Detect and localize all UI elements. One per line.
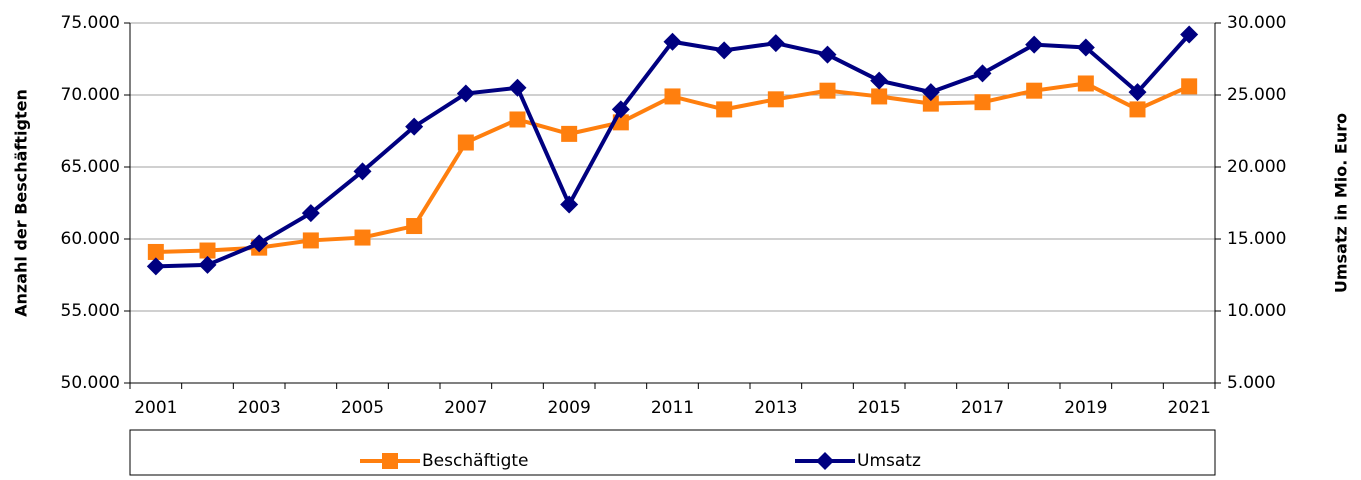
x-tick-label: 2015 bbox=[858, 398, 901, 418]
legend-marker bbox=[816, 452, 834, 470]
x-tick-label: 2011 bbox=[651, 398, 694, 418]
x-tick-label: 2019 bbox=[1064, 398, 1107, 418]
data-point bbox=[561, 125, 578, 142]
series-line bbox=[155, 33, 1191, 269]
y-tick-label: 75.000 bbox=[61, 13, 120, 33]
data-point bbox=[974, 94, 991, 111]
data-point bbox=[1025, 35, 1044, 54]
x-tick-label: 2013 bbox=[754, 398, 797, 418]
x-tick-label: 2005 bbox=[341, 398, 384, 418]
data-point bbox=[716, 101, 733, 118]
y2-tick-label: 15.000 bbox=[1227, 229, 1286, 249]
y-tick-label: 65.000 bbox=[61, 157, 120, 177]
y-tick-label: 55.000 bbox=[61, 301, 120, 321]
data-point bbox=[250, 234, 269, 253]
data-point bbox=[199, 242, 216, 259]
data-point bbox=[1026, 82, 1043, 99]
legend-marker bbox=[382, 453, 398, 469]
series-line bbox=[155, 81, 1190, 254]
x-tick-label: 2021 bbox=[1168, 398, 1211, 418]
data-point bbox=[921, 83, 940, 102]
data-point bbox=[922, 95, 939, 112]
data-point bbox=[302, 232, 319, 249]
y2-tick-label: 30.000 bbox=[1227, 13, 1286, 33]
data-point bbox=[354, 229, 371, 246]
legend-label: Umsatz bbox=[857, 451, 921, 471]
data-point bbox=[147, 243, 164, 260]
data-point bbox=[870, 71, 889, 90]
data-point bbox=[767, 91, 784, 108]
data-point bbox=[560, 195, 579, 214]
legend-label: Beschäftigte bbox=[422, 451, 529, 471]
x-tick-label: 2007 bbox=[444, 398, 487, 418]
x-tick-label: 2001 bbox=[134, 398, 177, 418]
data-point bbox=[611, 100, 630, 119]
data-point bbox=[819, 82, 836, 99]
data-point bbox=[663, 32, 682, 51]
data-point bbox=[301, 204, 320, 223]
data-point bbox=[1077, 75, 1094, 92]
data-point bbox=[508, 78, 527, 97]
data-point bbox=[664, 88, 681, 105]
data-point bbox=[1076, 38, 1095, 57]
y2-tick-label: 5.000 bbox=[1227, 373, 1276, 393]
data-point bbox=[405, 117, 424, 136]
data-point bbox=[766, 34, 785, 53]
y-tick-label: 70.000 bbox=[61, 85, 120, 105]
data-point bbox=[1128, 83, 1147, 102]
data-point bbox=[457, 134, 474, 151]
data-point bbox=[1129, 101, 1146, 118]
data-point bbox=[509, 111, 526, 128]
data-point bbox=[406, 218, 423, 235]
data-point bbox=[353, 162, 372, 181]
legend-box bbox=[129, 429, 1216, 476]
y2-tick-label: 10.000 bbox=[1227, 301, 1286, 321]
data-point bbox=[146, 257, 165, 276]
y2-tick-label: 20.000 bbox=[1227, 157, 1286, 177]
data-point bbox=[715, 41, 734, 60]
data-point bbox=[198, 255, 217, 274]
y2-axis-title: Umsatz in Mio. Euro bbox=[1332, 113, 1351, 293]
x-tick-label: 2003 bbox=[238, 398, 281, 418]
data-point bbox=[1181, 78, 1198, 95]
y-axis-title: Anzahl der Beschäftigten bbox=[12, 89, 31, 317]
y-tick-label: 60.000 bbox=[61, 229, 120, 249]
x-tick-label: 2009 bbox=[548, 398, 591, 418]
data-point bbox=[818, 45, 837, 64]
data-point bbox=[871, 88, 888, 105]
data-point bbox=[456, 84, 475, 103]
data-point bbox=[973, 64, 992, 83]
y-tick-label: 50.000 bbox=[61, 373, 120, 393]
data-point bbox=[1180, 25, 1199, 44]
y2-tick-label: 25.000 bbox=[1227, 85, 1286, 105]
x-tick-label: 2017 bbox=[961, 398, 1004, 418]
